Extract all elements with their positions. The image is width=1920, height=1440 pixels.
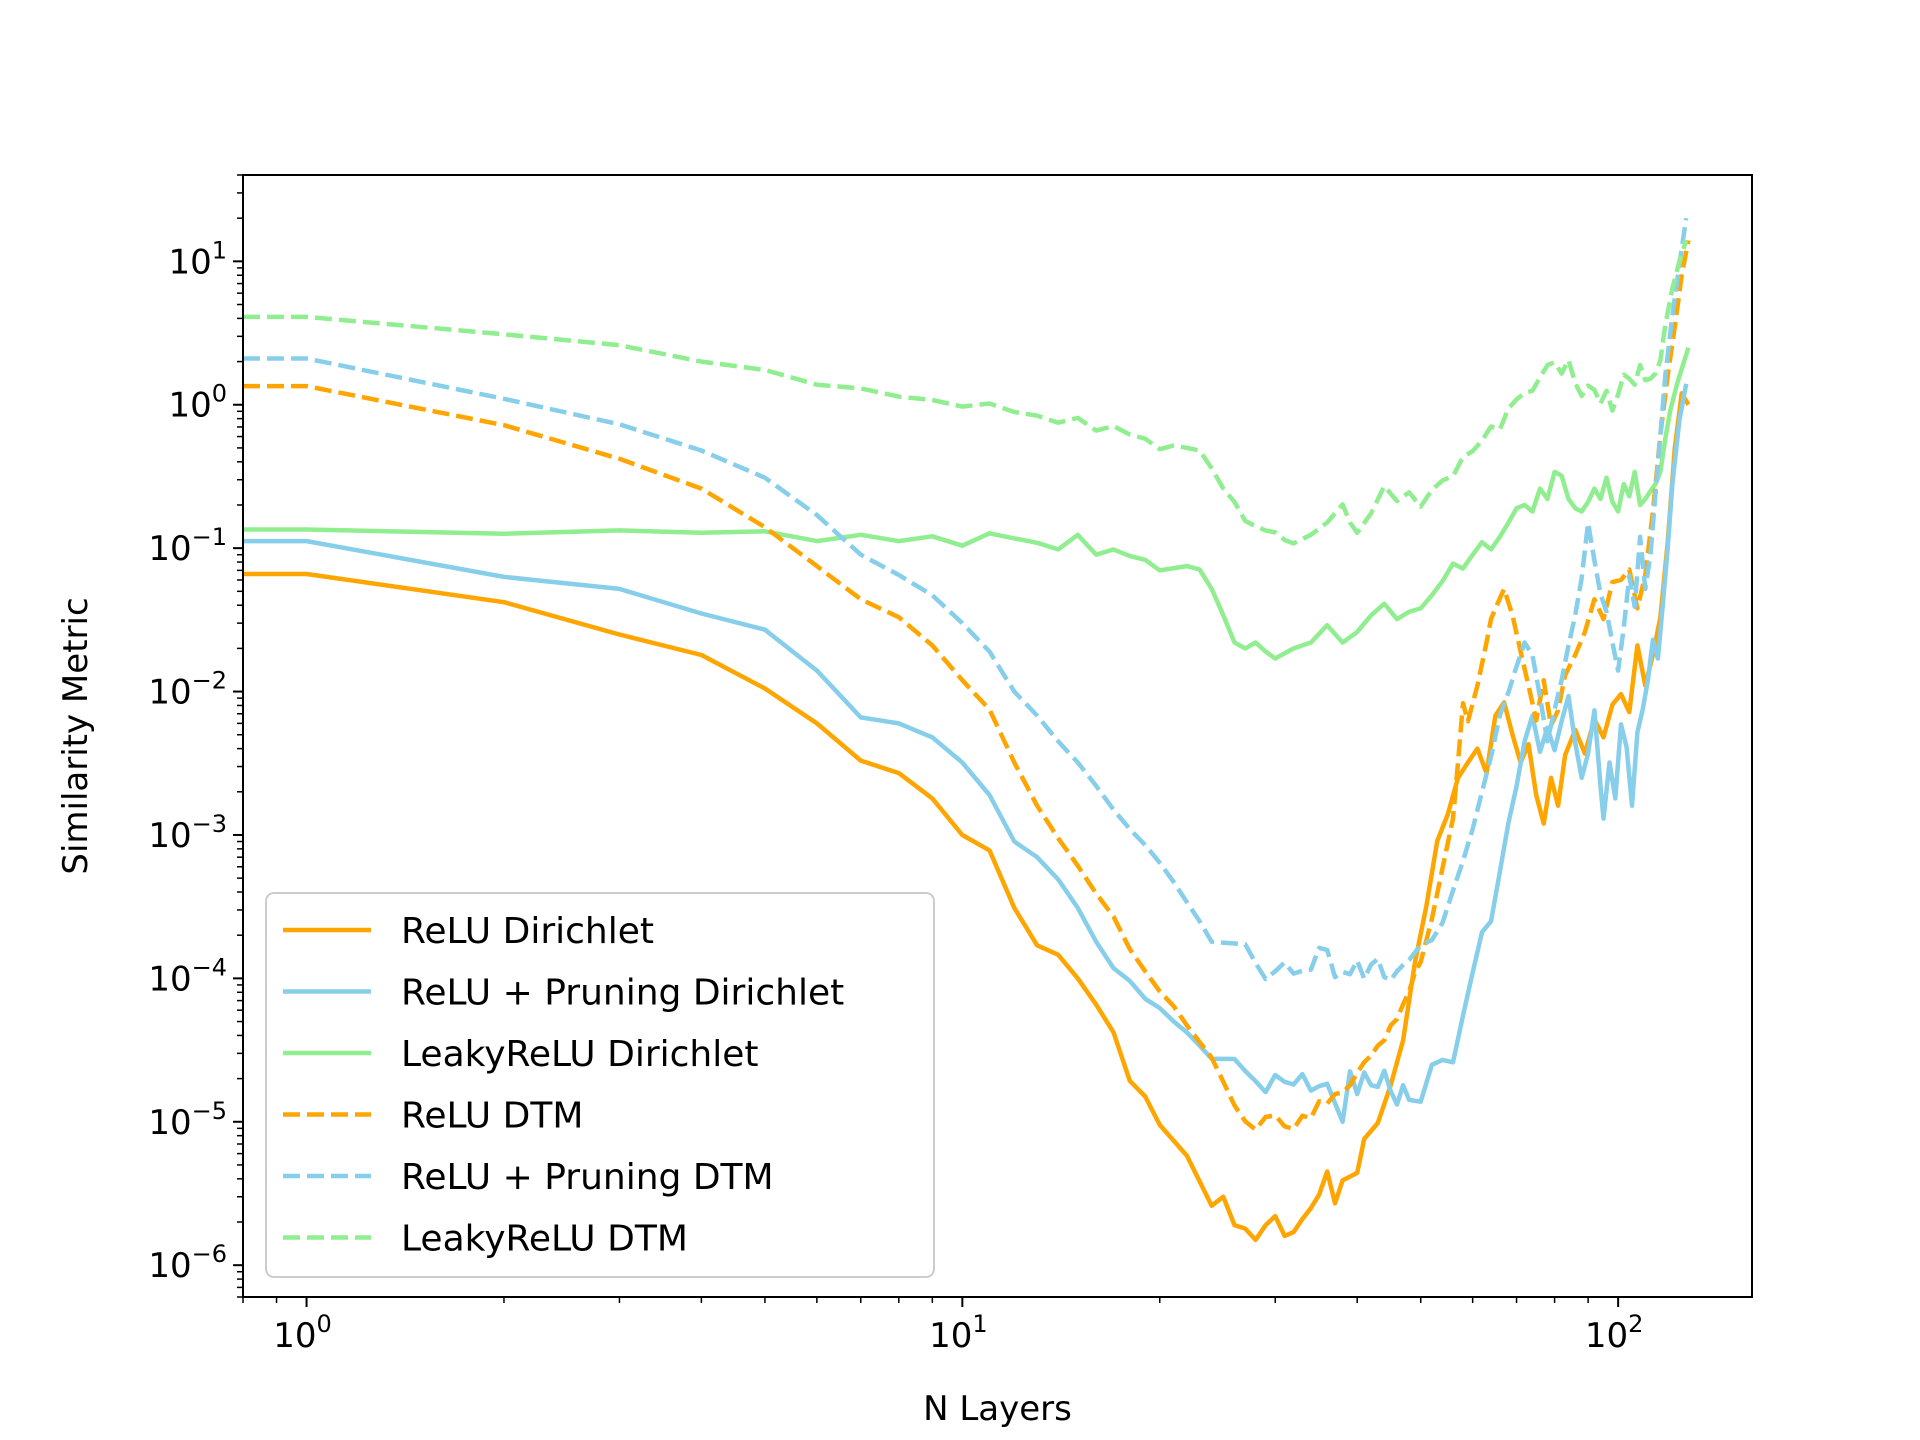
legend: ReLU Dirichlet ReLU + Pruning Dirichlet Le… [265, 892, 935, 1278]
y-tick-label: 100 [168, 380, 227, 426]
legend-label: ReLU + Pruning Dirichlet [401, 973, 844, 1014]
y-axis-label: Similarity Metric [56, 597, 96, 874]
y-tick-label: 10−5 [148, 1097, 227, 1143]
x-tick-label: 101 [929, 1310, 988, 1356]
axes: 100 101 102 101 100 10−1 10−2 10−3 10−4 10−5 10−6 [148, 174, 1753, 1356]
series-line-leakyrelu-dtm [243, 239, 1689, 546]
legend-label: LeakyReLU DTM [401, 1219, 688, 1260]
y-tick-label: 10−3 [148, 810, 227, 856]
legend-label: ReLU DTM [401, 1096, 583, 1137]
legend-box [265, 892, 935, 1278]
series-line-relu-pruning-dirichlet [243, 383, 1689, 1125]
y-tick-label: 10−6 [148, 1240, 227, 1286]
plot-lines [243, 217, 1691, 1243]
legend-label: ReLU Dirichlet [401, 911, 654, 952]
legend-label: LeakyReLU Dirichlet [401, 1034, 759, 1075]
series-line-relu-dtm [243, 239, 1691, 1132]
x-tick-label: 102 [1585, 1310, 1644, 1356]
plot-frame [242, 174, 1753, 1298]
y-tick-label: 10−4 [148, 953, 227, 999]
series-line-relu-pruning-dtm [243, 217, 1689, 983]
y-tick-label: 10−2 [148, 667, 227, 713]
legend-label: ReLU + Pruning DTM [401, 1157, 774, 1198]
series-line-leakyrelu-dirichlet [243, 347, 1691, 661]
x-tick-label: 100 [273, 1310, 332, 1356]
y-tick-label: 10−1 [148, 523, 227, 569]
x-axis-label: N Layers [923, 1389, 1072, 1429]
y-tick-label: 101 [168, 236, 227, 282]
